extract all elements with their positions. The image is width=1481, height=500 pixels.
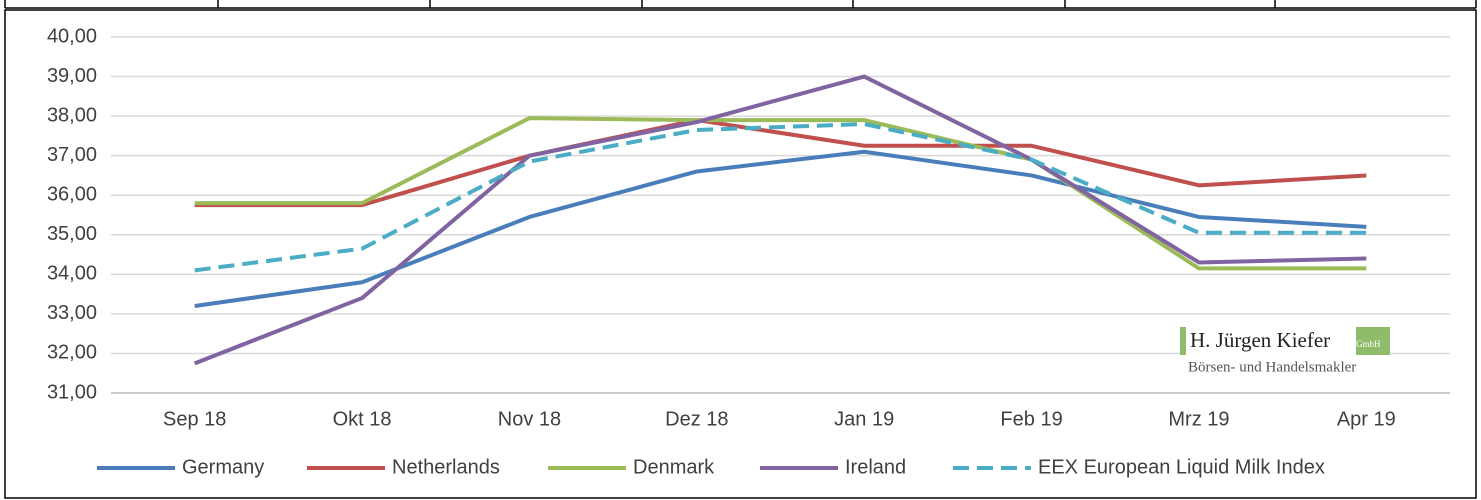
x-tick-label: Okt 18 [333,408,392,430]
y-tick-label: 37,00 [47,144,97,166]
legend-label: Denmark [633,456,715,478]
legend-label: Netherlands [392,456,500,478]
logo: H. Jürgen Kiefer GmbH Börsen- und Handel… [1180,327,1390,375]
legend-label: Germany [182,456,264,478]
logo-name: H. Jürgen Kiefer [1190,328,1330,352]
x-tick-label: Apr 19 [1337,408,1396,430]
x-tick-label: Sep 18 [163,408,226,430]
y-tick-label: 31,00 [47,381,97,403]
series-line [194,122,1367,273]
x-tick-label: Mrz 19 [1168,408,1229,430]
legend-item: EEX European Liquid Milk Index [953,456,1325,478]
y-tick-label: 39,00 [47,65,97,87]
legend-label: EEX European Liquid Milk Index [1038,456,1325,478]
logo-tagline: Börsen- und Handelsmakler [1188,359,1356,375]
y-tick-label: 33,00 [47,302,97,324]
series-line [194,118,1367,208]
legend-item: Germany [97,456,264,478]
y-tick-label: 40,00 [47,25,97,47]
y-tick-label: 35,00 [47,223,97,245]
legend-item: Denmark [548,456,715,478]
series-line [193,74,1367,366]
x-tick-label: Dez 18 [665,408,728,430]
legend-item: Netherlands [307,456,500,478]
legend-label: Ireland [845,456,906,478]
y-tick-label: 38,00 [47,104,97,126]
series-line [194,116,1367,271]
y-tick-label: 32,00 [47,342,97,364]
logo-suffix: GmbH [1356,339,1381,349]
chart-frame [4,9,1477,499]
legend-item: Ireland [760,456,906,478]
table-strip [4,0,1477,9]
series-line [194,149,1367,308]
x-tick-label: Jan 19 [834,408,894,430]
y-tick-label: 36,00 [47,184,97,206]
y-tick-label: 34,00 [47,263,97,285]
x-tick-label: Feb 19 [1000,408,1062,430]
x-tick-label: Nov 18 [498,408,561,430]
logo-bg [1186,327,1356,355]
